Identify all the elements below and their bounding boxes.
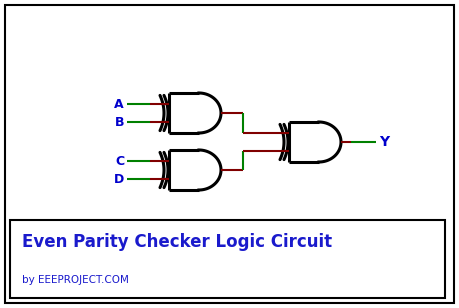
- Text: C: C: [115, 155, 124, 168]
- FancyBboxPatch shape: [5, 5, 454, 303]
- Text: A: A: [114, 98, 124, 111]
- FancyBboxPatch shape: [10, 220, 445, 298]
- Text: by EEEPROJECT.COM: by EEEPROJECT.COM: [22, 275, 129, 285]
- Text: Y: Y: [379, 135, 389, 149]
- Text: D: D: [114, 172, 124, 185]
- Text: B: B: [114, 116, 124, 128]
- Text: Even Parity Checker Logic Circuit: Even Parity Checker Logic Circuit: [22, 233, 332, 251]
